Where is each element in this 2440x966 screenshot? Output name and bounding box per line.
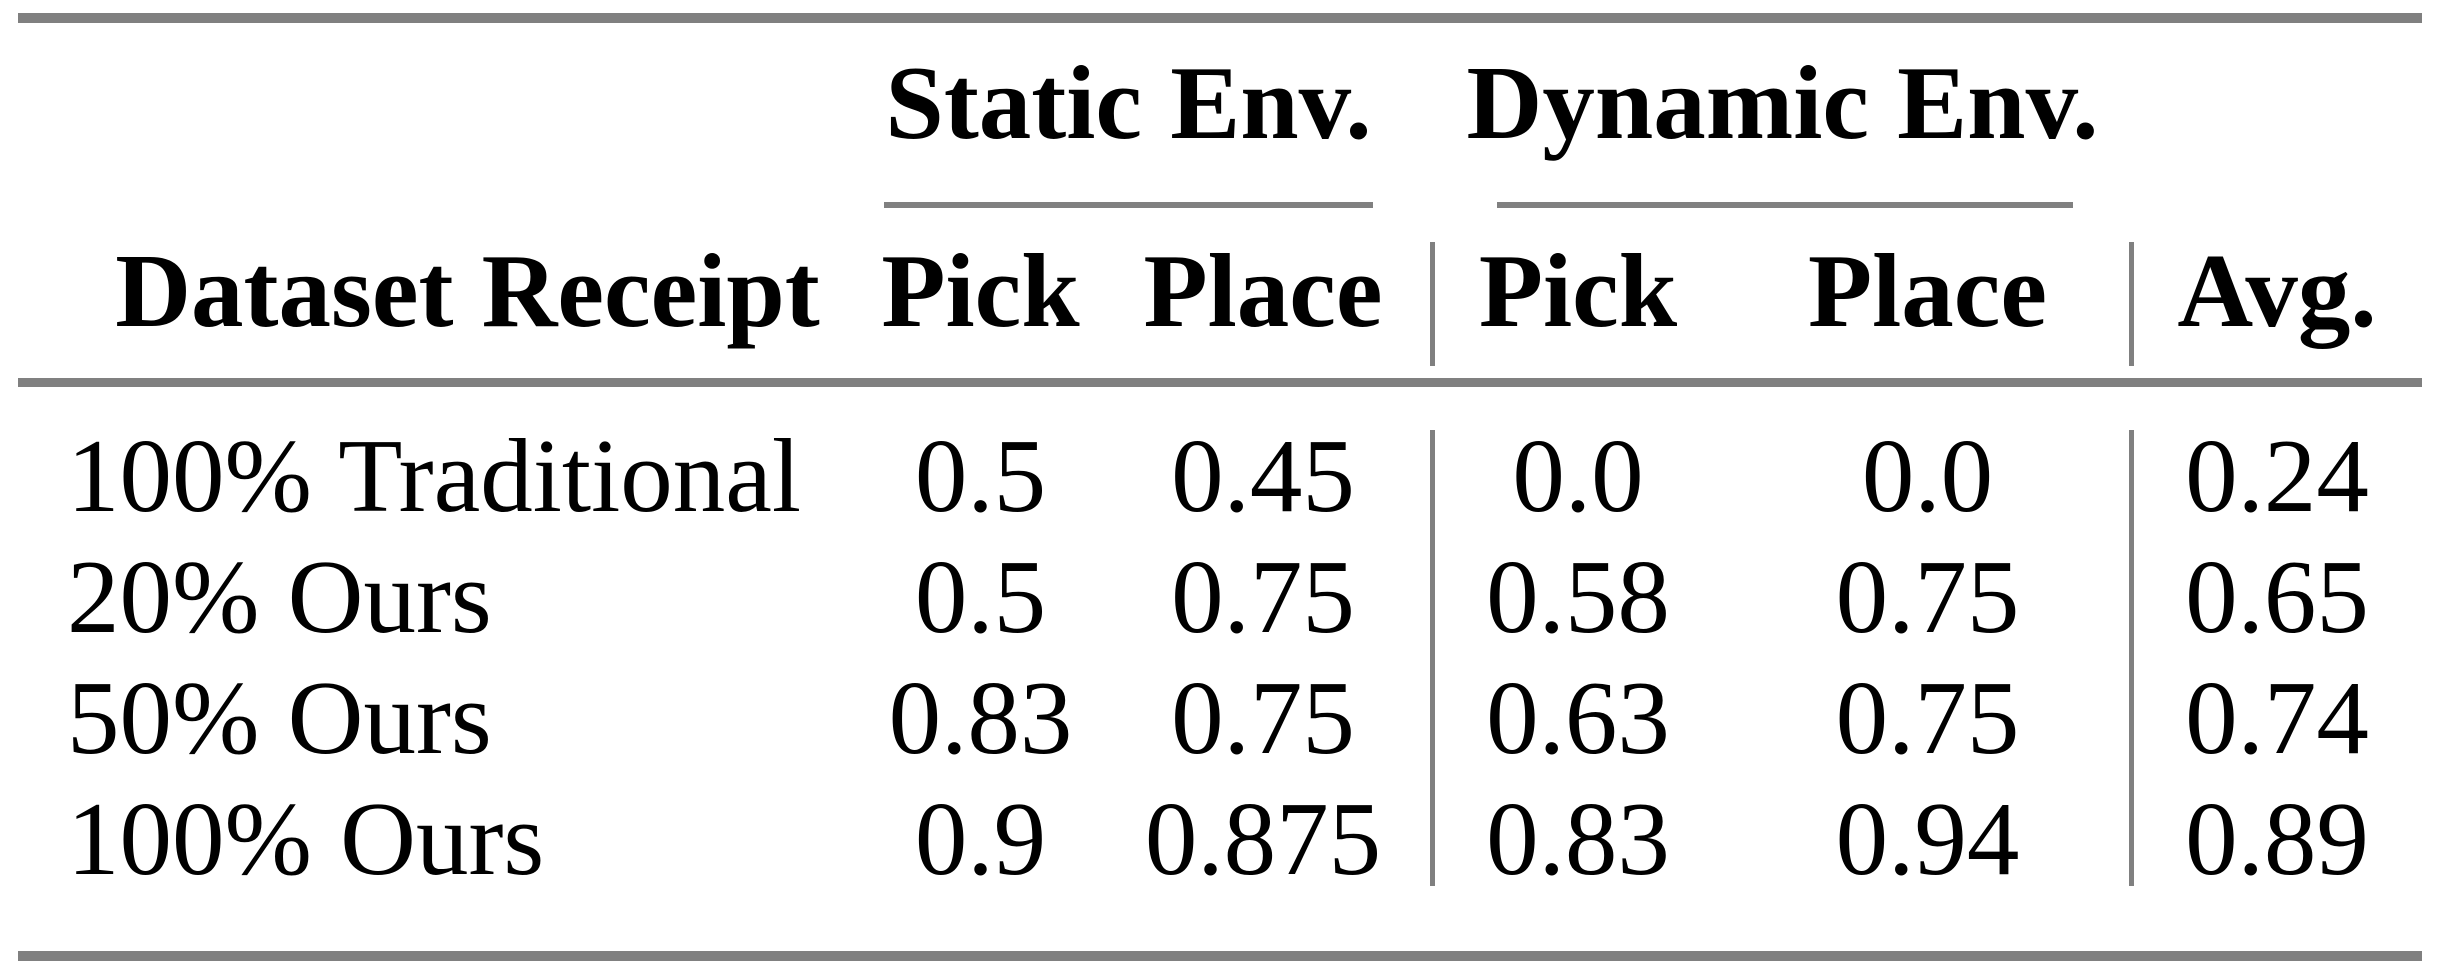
group-header-row: Static Env. Dynamic Env. bbox=[18, 18, 2422, 203]
cell-dynamic-pick: 0.0 bbox=[1512, 416, 1644, 534]
table-row: 20% Ours 0.5 0.75 0.58 0.75 0.65 bbox=[18, 536, 2422, 657]
cell-dynamic-pick: 0.63 bbox=[1486, 658, 1670, 776]
cell-dynamic-place: 0.0 bbox=[1861, 416, 1994, 534]
row-label: 50% Ours bbox=[67, 658, 492, 776]
vertical-rule-avg-body bbox=[2129, 430, 2134, 886]
header-dynamic-pick: Pick bbox=[1433, 203, 1724, 387]
cell-static-place: 0.45 bbox=[1171, 416, 1355, 534]
cell-static-pick: 0.9 bbox=[914, 779, 1047, 897]
group-header-spacer bbox=[18, 18, 868, 203]
header-dataset-receipt: Dataset Receipt bbox=[18, 203, 868, 387]
table-row: 50% Ours 0.83 0.75 0.63 0.75 0.74 bbox=[18, 657, 2422, 778]
cell-avg: 0.74 bbox=[2185, 658, 2369, 776]
vertical-rule-avg-header bbox=[2129, 242, 2134, 366]
header-static-pick: Pick bbox=[868, 203, 1093, 387]
static-env-cmidrule bbox=[884, 202, 1373, 208]
table-row: 100% Ours 0.9 0.875 0.83 0.94 0.89 bbox=[18, 778, 2422, 956]
row-label: 20% Ours bbox=[67, 537, 492, 655]
table-row: 100% Traditional 0.5 0.45 0.0 0.0 0.24 bbox=[18, 382, 2422, 536]
header-static-place: Place bbox=[1093, 203, 1434, 387]
vertical-rule-static-dynamic-body bbox=[1430, 430, 1435, 886]
dynamic-env-cmidrule bbox=[1497, 202, 2073, 208]
results-table: Static Env. Dynamic Env. Dataset Receipt… bbox=[18, 13, 2423, 961]
cell-dynamic-place: 0.75 bbox=[1835, 658, 2020, 776]
cell-avg: 0.65 bbox=[2185, 537, 2369, 655]
cell-dynamic-pick: 0.58 bbox=[1486, 537, 1670, 655]
row-label: 100% Traditional bbox=[67, 416, 802, 534]
cell-static-place: 0.75 bbox=[1171, 537, 1355, 655]
cell-avg: 0.24 bbox=[2185, 416, 2369, 534]
cell-dynamic-pick: 0.83 bbox=[1486, 779, 1670, 897]
cell-dynamic-place: 0.75 bbox=[1835, 537, 2020, 655]
header-dynamic-place: Place bbox=[1723, 203, 2133, 387]
cell-static-place: 0.75 bbox=[1171, 658, 1355, 776]
header-avg: Avg. bbox=[2132, 203, 2423, 387]
row-label: 100% Ours bbox=[67, 779, 545, 897]
col-group-dynamic-env: Dynamic Env. bbox=[1466, 44, 2099, 161]
cell-static-pick: 0.83 bbox=[888, 658, 1073, 776]
cell-static-pick: 0.5 bbox=[914, 416, 1047, 534]
cell-static-place: 0.875 bbox=[1144, 779, 1382, 897]
cell-static-pick: 0.5 bbox=[914, 537, 1047, 655]
group-header-spacer-avg bbox=[2132, 18, 2422, 203]
col-group-static-env: Static Env. bbox=[885, 44, 1372, 161]
cell-dynamic-place: 0.94 bbox=[1835, 779, 2020, 897]
cell-avg: 0.89 bbox=[2185, 779, 2369, 897]
vertical-rule-static-dynamic-header bbox=[1430, 242, 1435, 366]
column-header-row: Dataset Receipt Pick Place Pick Place Av… bbox=[18, 203, 2423, 387]
